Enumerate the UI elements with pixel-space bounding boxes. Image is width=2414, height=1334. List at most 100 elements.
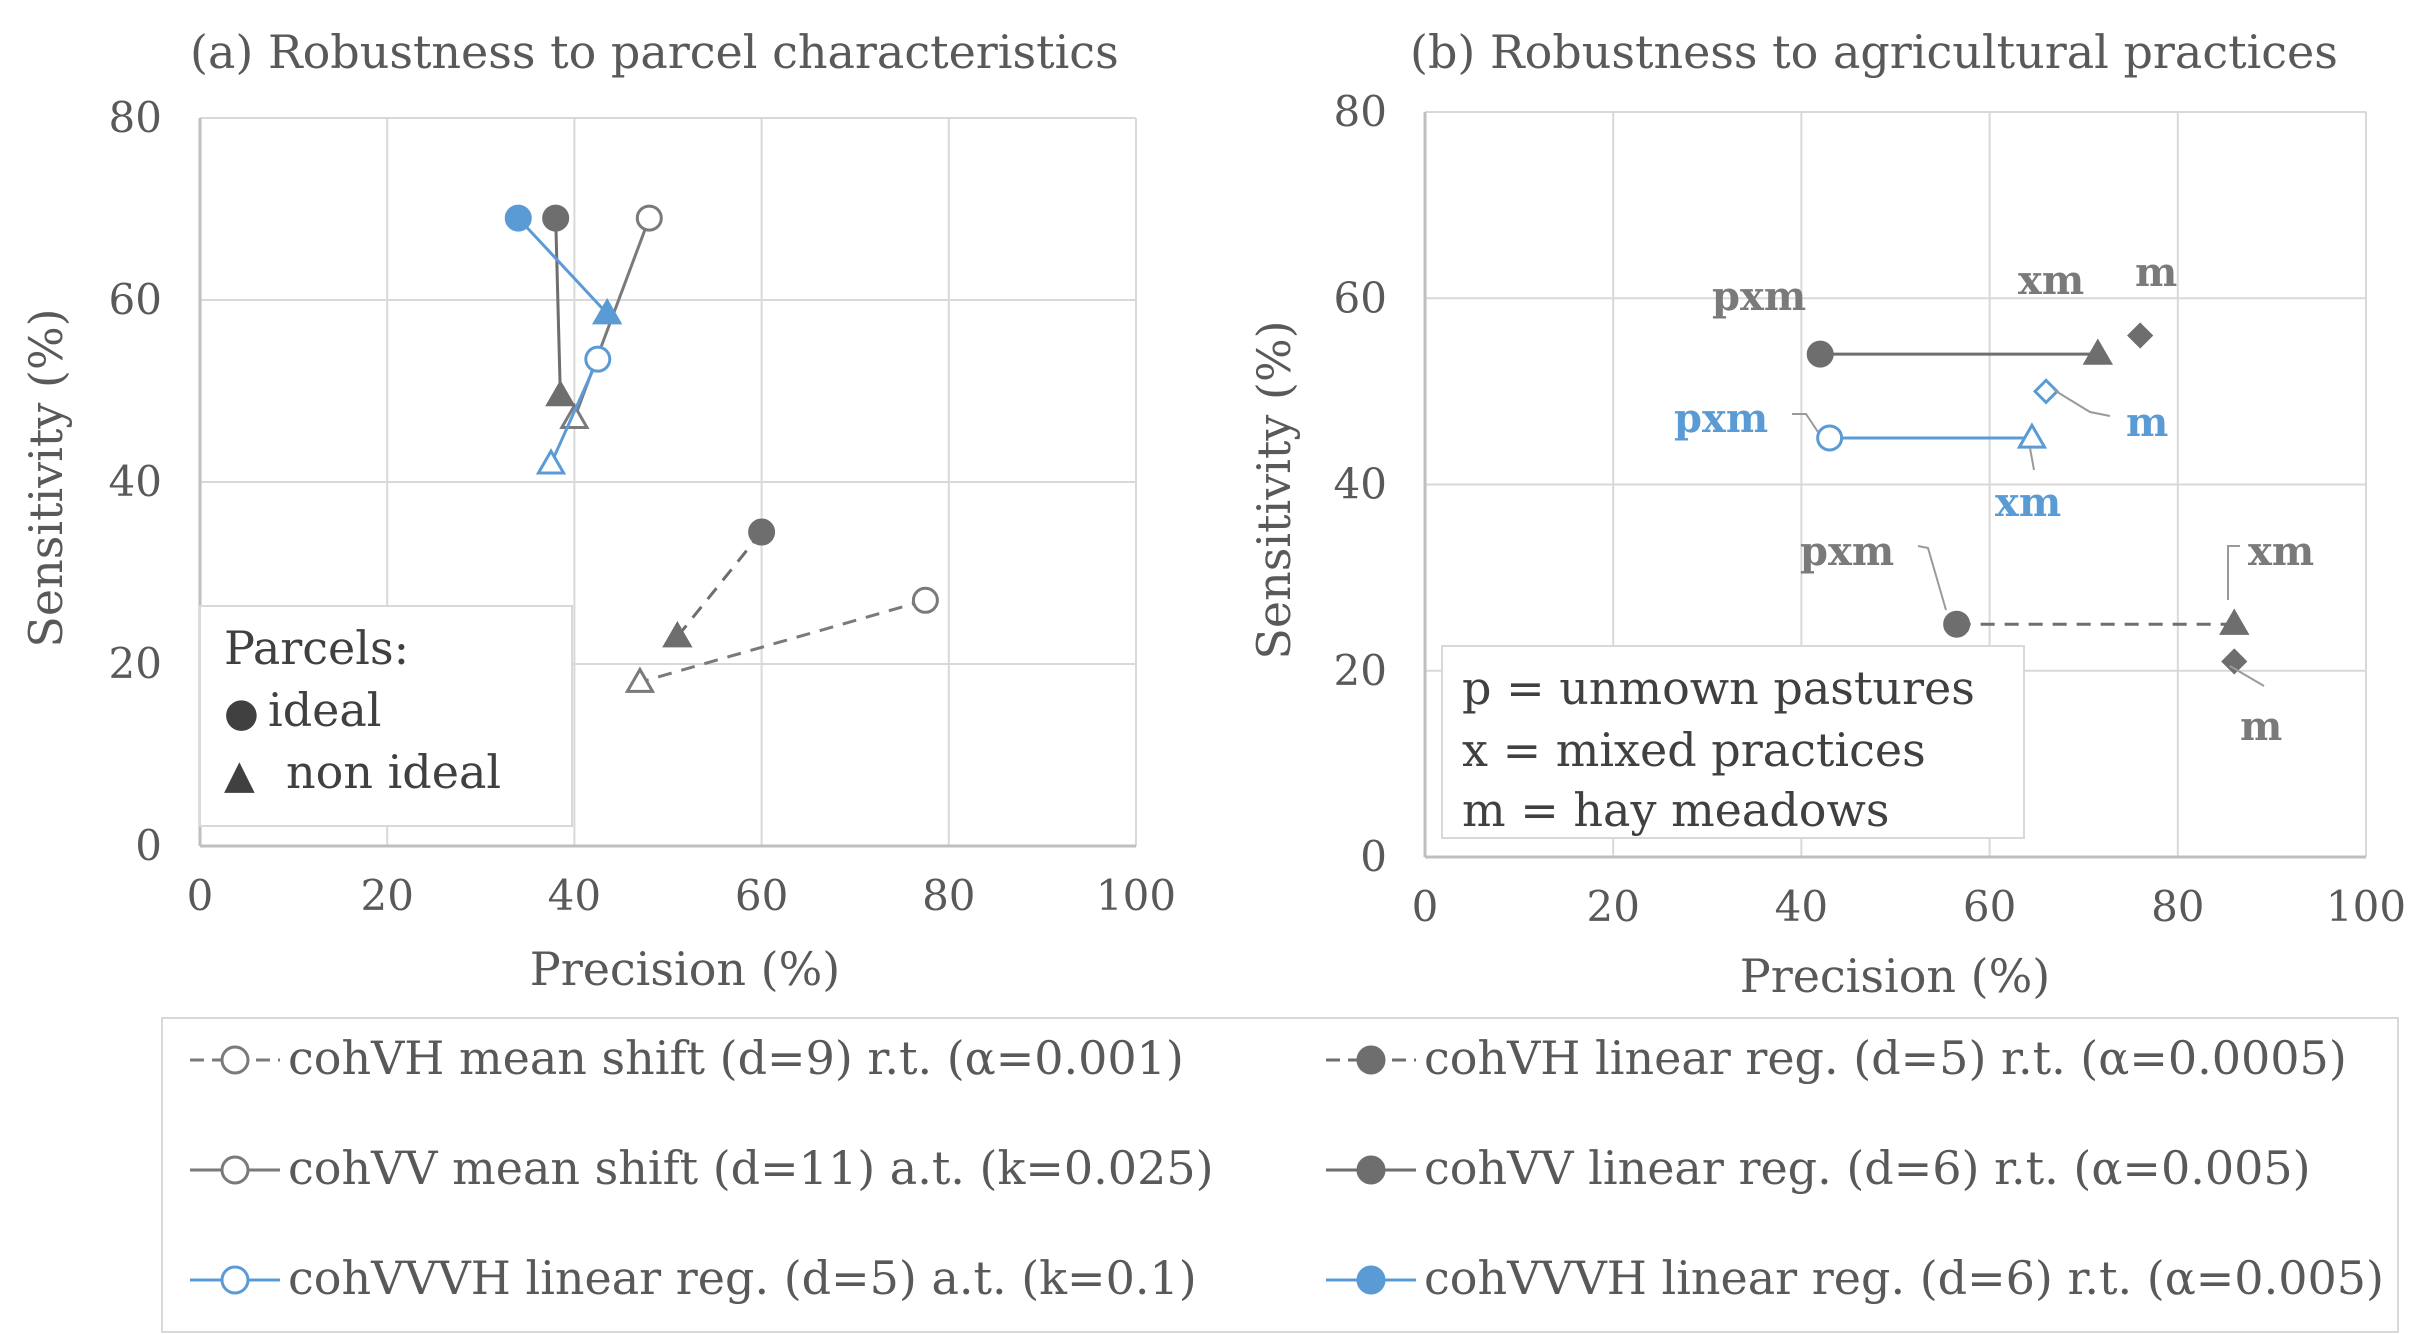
x-tick-label: 20 [1586, 882, 1639, 931]
y-tick-label: 20 [1334, 646, 1387, 695]
x-tick-label: 0 [1412, 882, 1439, 931]
panel-b-ylabel: Sensitivity (%) [1247, 320, 1301, 659]
annotation-vvvh-xm: xm [1995, 479, 2061, 526]
panel-b-ticks: 0 20 40 60 80 100 0 20 40 60 80 [1334, 87, 2407, 931]
non-ideal-point [545, 379, 576, 407]
annotation-vv-xm: xm [2018, 257, 2084, 304]
y-tick-label: 0 [135, 821, 162, 870]
legend-marker [1356, 1265, 1386, 1295]
panel-b: (b) Robustness to agricultural practices… [1247, 25, 2406, 1003]
leader-vh-xm [2227, 545, 2240, 600]
ideal-point [911, 586, 939, 614]
m-point [2032, 378, 2060, 405]
leader-vh-pxm [1917, 545, 1947, 611]
legend-marker [220, 1155, 250, 1185]
y-tick-label: 60 [1334, 273, 1387, 322]
ideal-point [542, 204, 570, 232]
y-tick-label: 60 [109, 275, 162, 324]
x-tick-label: 60 [1963, 882, 2016, 931]
non-ideal-point [591, 298, 623, 325]
annotation-vv-m: m [2135, 249, 2177, 296]
practices-legend-box [1441, 645, 2025, 839]
pxm-point [1943, 610, 1971, 638]
practices-legend-x: x = mixed practices [1462, 723, 1926, 777]
x-tick-label: 40 [548, 871, 601, 920]
panel-a-ticks: 0 20 40 60 80 100 0 20 40 60 80 [109, 93, 1177, 920]
panel-a-ylabel: Sensitivity (%) [19, 308, 73, 647]
parcels-legend-ideal-label: ideal [268, 683, 382, 737]
series-legend: cohVH mean shift (d=9) r.t. (α=0.001) coh… [161, 1017, 2399, 1333]
practices-legend-p: p = unmown pastures [1462, 661, 1975, 715]
legend-label: cohVV linear reg. (d=6) r.t. (α=0.005) [1424, 1141, 2311, 1195]
parcels-legend-ideal-symbol: ● [224, 690, 259, 736]
series-legend-box [161, 1017, 2399, 1333]
parcels-legend: Parcels: ● ideal ▲ non ideal [199, 605, 573, 827]
y-tick-label: 20 [109, 639, 162, 688]
annotation-vh-xm: xm [2248, 528, 2314, 575]
non-ideal-point [624, 666, 656, 693]
series-line [639, 598, 926, 684]
panel-b-grid [1423, 111, 2367, 859]
panel-b-annotations: pxm xm m pxm m xm pxm xm m [1674, 249, 2314, 750]
xm-point [2219, 608, 2250, 635]
leader-vh-m [2229, 665, 2265, 687]
legend-marker [1356, 1045, 1386, 1075]
leader-vvvh-xm [2029, 447, 2035, 471]
legend-marker [220, 1045, 250, 1075]
series-line [676, 531, 763, 638]
y-tick-label: 80 [109, 93, 162, 142]
x-tick-label: 0 [187, 871, 214, 920]
x-tick-label: 80 [2151, 882, 2204, 931]
annotation-vvvh-m: m [2126, 399, 2168, 446]
ideal-point [584, 345, 612, 373]
ideal-point [504, 204, 532, 232]
panel-b-leader-lines [1792, 389, 2265, 687]
x-tick-label: 20 [360, 871, 413, 920]
x-tick-label: 60 [735, 871, 788, 920]
x-tick-label: 40 [1775, 882, 1828, 931]
leader-vvvh-m [2053, 389, 2111, 417]
series-line [549, 358, 600, 465]
parcels-legend-nonideal-label: non ideal [286, 745, 501, 799]
legend-label: cohVH mean shift (d=9) r.t. (α=0.001) [288, 1031, 1184, 1085]
panel-a-xlabel: Precision (%) [530, 942, 841, 996]
series-line [517, 217, 609, 315]
panel-a-marks [504, 204, 939, 693]
parcels-legend-box [199, 605, 573, 827]
x-tick-label: 100 [1096, 871, 1176, 920]
ideal-point [635, 204, 663, 232]
parcels-legend-title: Parcels: [224, 621, 409, 675]
panel-a-title: (a) Robustness to parcel characteristics [190, 25, 1119, 79]
legend-label: cohVH linear reg. (d=5) r.t. (α=0.0005) [1424, 1031, 2347, 1085]
legend-label: cohVVVH linear reg. (d=6) r.t. (α=0.005) [1424, 1251, 2384, 1305]
xm-point [2016, 422, 2048, 449]
m-point [2221, 648, 2248, 675]
non-ideal-point [535, 448, 567, 475]
annotation-vh-pxm: pxm [1800, 528, 1894, 575]
xm-point [2082, 338, 2114, 365]
practices-legend: p = unmown pastures x = mixed practices … [1441, 645, 2025, 839]
m-point [2127, 322, 2154, 349]
pxm-point [1816, 424, 1844, 452]
legend-label: cohVV mean shift (d=11) a.t. (k=0.025) [288, 1141, 1214, 1195]
parcels-legend-nonideal-symbol: ▲ [224, 752, 255, 798]
legend-marker [1356, 1155, 1386, 1185]
y-tick-label: 80 [1334, 87, 1387, 136]
non-ideal-point [662, 621, 693, 648]
series-line [554, 218, 562, 396]
practices-legend-m: m = hay meadows [1462, 783, 1889, 837]
x-tick-label: 80 [922, 871, 975, 920]
panel-b-title: (b) Robustness to agricultural practices [1410, 25, 2338, 79]
panel-b-xlabel: Precision (%) [1740, 949, 2051, 1003]
panel-b-marks [1806, 322, 2250, 675]
series-legend-items: cohVH mean shift (d=9) r.t. (α=0.001) coh… [190, 1031, 2384, 1305]
legend-marker [220, 1265, 250, 1295]
y-tick-label: 40 [1334, 460, 1387, 509]
x-tick-label: 100 [2326, 882, 2406, 931]
ideal-point [748, 518, 776, 546]
annotation-vvvh-pxm: pxm [1674, 395, 1768, 442]
pxm-point [1806, 340, 1834, 368]
annotation-vh-m: m [2240, 703, 2282, 750]
panel-a: (a) Robustness to parcel characteristics… [19, 25, 1176, 996]
